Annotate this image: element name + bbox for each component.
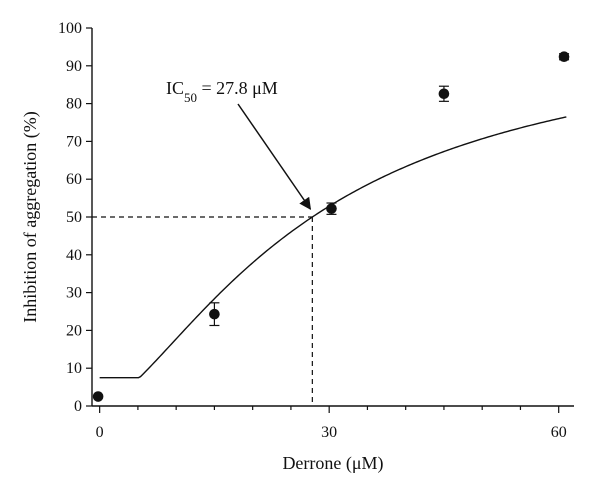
y-tick-label: 90	[66, 58, 82, 75]
y-tick-label: 30	[66, 285, 82, 302]
y-tick-label: 50	[66, 209, 82, 226]
y-tick-label: 70	[66, 133, 82, 150]
y-tick-label: 0	[74, 398, 82, 415]
y-tick-label: 80	[66, 96, 82, 113]
y-tick-label: 60	[66, 171, 82, 188]
annotation-suffix: = 27.8 μM	[197, 78, 278, 98]
ic50-arrow	[237, 103, 312, 210]
y-tick-label: 40	[66, 247, 82, 264]
x-tick-label: 60	[551, 424, 567, 441]
x-tick-label: 0	[96, 424, 104, 441]
data-point	[438, 88, 450, 100]
data-point	[326, 203, 337, 214]
y-axis-label: Inhibition of aggregation (%)	[20, 111, 41, 322]
y-tick-label: 20	[66, 322, 82, 339]
annotation-text: IC50 = 27.8 μM	[166, 78, 278, 105]
annotation-subscript: 50	[184, 90, 197, 105]
y-tick-label: 10	[66, 360, 82, 377]
data-point	[92, 391, 104, 402]
plot-area: 0 10 20 30 40 50 60 70 80 90 100 0 30 60	[58, 20, 574, 441]
annotation-prefix: IC	[166, 78, 184, 98]
x-tick-label: 30	[321, 424, 337, 441]
data-point	[209, 308, 220, 320]
y-tick-label: 100	[58, 20, 82, 37]
data-point	[558, 51, 570, 63]
x-axis-label: Derrone (μM)	[282, 453, 383, 474]
fit-curve-line	[99, 116, 567, 379]
